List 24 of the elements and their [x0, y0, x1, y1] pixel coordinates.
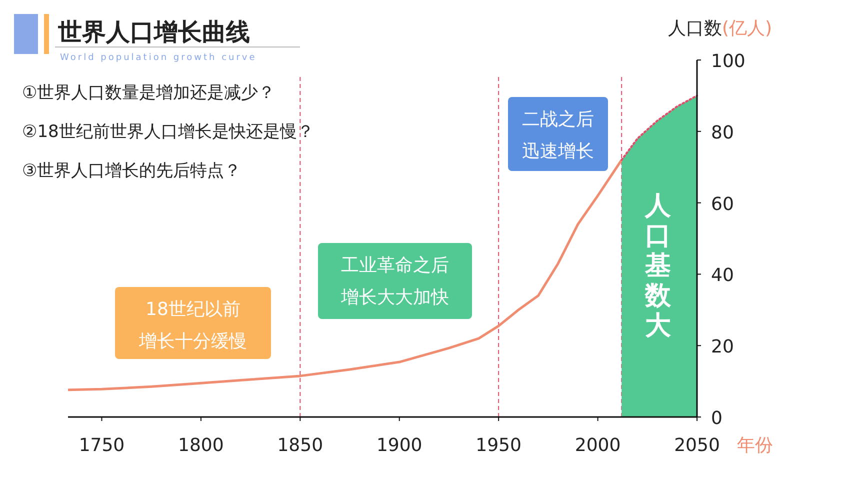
- annotation: ③世界人口增长的先后特点？: [22, 161, 242, 181]
- y-tick-label: 100: [711, 51, 746, 72]
- x-tick-label: 1950: [476, 435, 522, 456]
- y-axis-title: 人口数(亿人): [668, 18, 772, 39]
- x-tick-label: 1750: [78, 435, 125, 456]
- annotation: 工业革命之后增长大大加快: [340, 255, 449, 308]
- y-tick-label: 40: [711, 265, 734, 286]
- x-tick-label: 1800: [178, 435, 224, 456]
- x-tick-label: 1850: [277, 435, 324, 456]
- chart-subtitle: World population growth curve: [60, 53, 257, 63]
- annotation: ②18世纪前世界人口增长是快还是慢？: [22, 122, 314, 142]
- annotation: 18世纪以前增长十分缓慢: [138, 299, 247, 352]
- annotation: 人口基数大: [644, 191, 672, 341]
- y-tick-label: 60: [711, 194, 734, 215]
- y-tick-label: 20: [711, 336, 734, 358]
- x-tick-label: 2050: [674, 435, 720, 456]
- x-tick-label: 1900: [376, 435, 422, 456]
- x-axis-title: 年份: [737, 435, 773, 456]
- y-tick-label: 80: [711, 122, 734, 144]
- annotation: 二战之后迅速增长: [522, 109, 594, 162]
- chart-title: 世界人口增长曲线: [57, 18, 250, 46]
- y-tick-label: 0: [711, 408, 722, 429]
- x-tick-label: 2000: [574, 435, 621, 456]
- annotation: ①世界人口数量是增加还是减少？: [22, 83, 276, 103]
